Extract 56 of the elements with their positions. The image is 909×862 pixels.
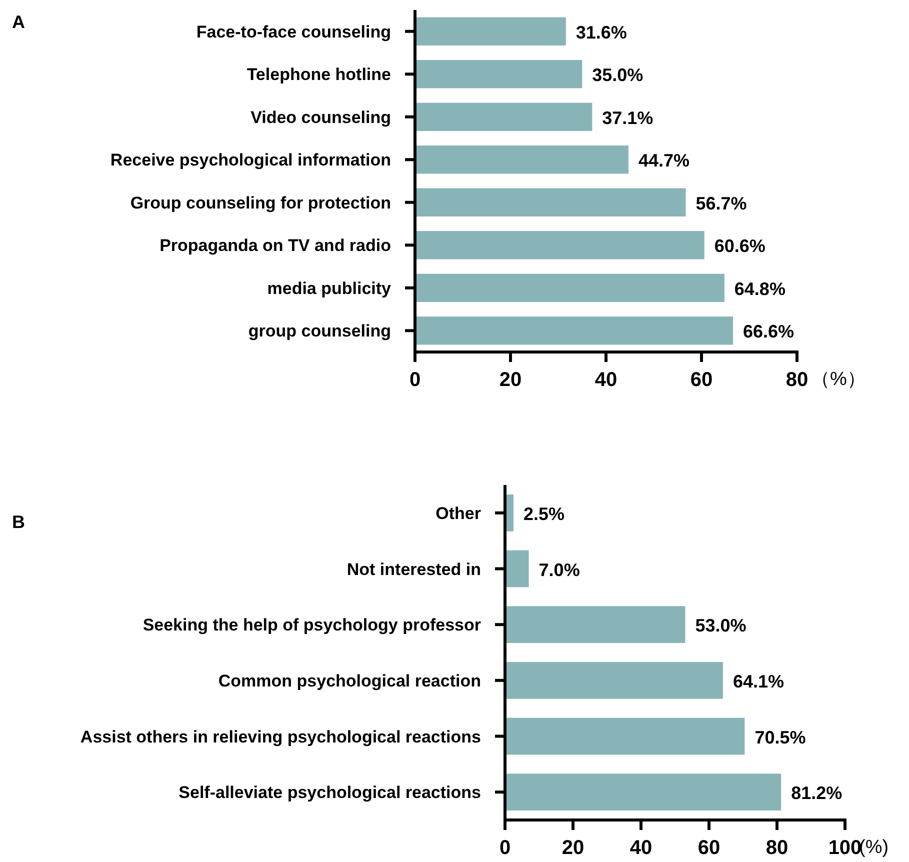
y-tick-label: Video counseling	[250, 108, 391, 127]
y-tick-label: Propaganda on TV and radio	[160, 236, 391, 256]
x-tick-label: 80	[786, 369, 808, 391]
bar	[415, 60, 582, 88]
data-label: 7.0%	[538, 560, 580, 580]
bar	[505, 774, 782, 811]
x-tick-label: 0	[409, 369, 421, 391]
bar	[505, 718, 745, 755]
data-label: 31.6%	[576, 22, 627, 42]
data-label: 44.7%	[638, 150, 690, 171]
bar	[415, 231, 704, 260]
y-tick-label: Self-alleviate psychological reactions	[178, 783, 481, 802]
y-tick-label: Telephone hotline	[246, 65, 391, 84]
data-label: 2.5%	[524, 504, 565, 524]
bar	[505, 550, 529, 588]
data-label: 66.6%	[743, 322, 794, 342]
data-label: 81.2%	[791, 783, 842, 804]
y-tick-label: Common psychological reaction	[218, 671, 481, 690]
x-tick-label: 40	[630, 837, 652, 859]
y-tick-label: Receive psychological information	[110, 150, 391, 170]
bar	[415, 188, 686, 216]
data-label: 64.8%	[734, 278, 786, 299]
bar	[415, 102, 592, 131]
bar	[505, 606, 686, 644]
data-label: 35.0%	[592, 65, 644, 86]
x-axis-title: （%）	[811, 369, 866, 390]
x-tick-label: 60	[690, 369, 713, 391]
y-tick-label: Seeking the help of psychology professor	[142, 616, 482, 635]
y-tick-label: group counseling	[248, 322, 391, 341]
data-label: 64.1%	[732, 671, 784, 692]
data-label: 56.7%	[696, 193, 747, 214]
data-label: 70.5%	[754, 727, 806, 748]
x-tick-label: 60	[698, 837, 720, 859]
x-tick-label: 100	[828, 837, 862, 859]
x-tick-label: 80	[766, 837, 788, 859]
y-tick-label: Group counseling for protection	[130, 193, 391, 212]
y-tick-label: Face-to-face counseling	[196, 22, 391, 42]
text: A	[12, 12, 25, 32]
y-tick-label: media publicity	[267, 278, 392, 298]
data-label: 53.0%	[695, 616, 746, 636]
bar	[415, 274, 724, 302]
x-tick-label: 0	[499, 837, 511, 859]
x-tick-label: 40	[594, 369, 618, 391]
data-label: 60.6%	[714, 236, 766, 256]
x-tick-label: 20	[499, 369, 522, 391]
y-tick-label: Assist others in relieving psychological reactions	[80, 727, 481, 746]
x-axis-title: (%)	[859, 837, 889, 858]
y-tick-label: Other	[436, 504, 482, 523]
bar	[415, 146, 628, 174]
text: B	[12, 512, 25, 532]
bar	[415, 17, 566, 46]
data-label: 37.1%	[602, 108, 654, 128]
y-tick-label: Not interested in	[346, 560, 481, 579]
bar	[415, 316, 734, 345]
bar	[505, 662, 723, 699]
x-tick-label: 20	[562, 837, 584, 859]
